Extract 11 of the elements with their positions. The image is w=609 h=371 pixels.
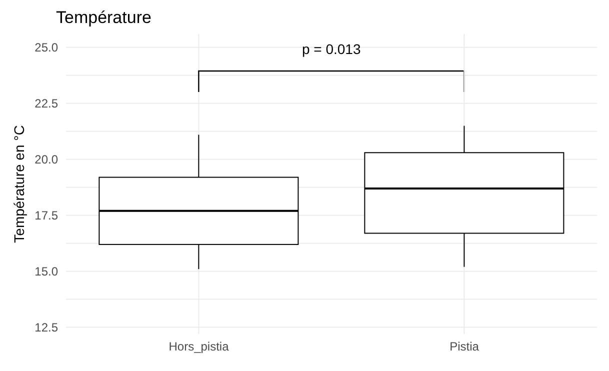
x-tick-label: Pistia: [450, 340, 480, 354]
annotation: p = 0.013: [302, 41, 361, 57]
x-tick-label: Hors_pistia: [168, 340, 230, 354]
y-axis-title: Température en °C: [10, 125, 27, 243]
y-tick-label: 25.0: [34, 40, 58, 55]
chart-title: Température: [55, 8, 152, 29]
y-tick-label: 15.0: [34, 264, 58, 279]
y-tick-label: 22.5: [34, 96, 58, 111]
y-tick-label: 17.5: [34, 208, 58, 223]
y-tick-label: 20.0: [34, 152, 58, 167]
y-tick-label: 12.5: [34, 320, 58, 335]
